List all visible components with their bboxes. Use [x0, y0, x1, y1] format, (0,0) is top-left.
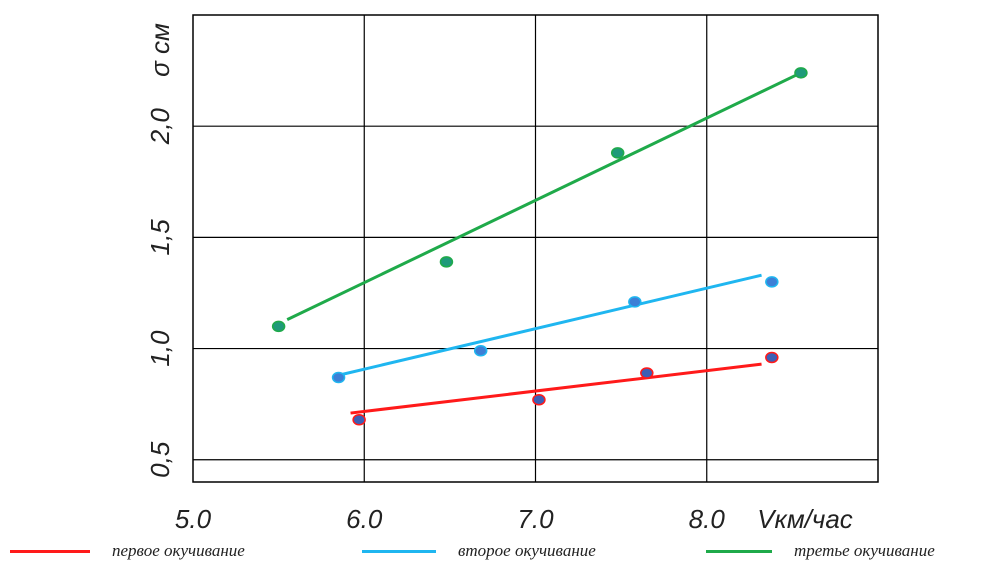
x-tick-label: 7.0	[517, 504, 554, 534]
chart-legend: первое окучивание второе окучивание трет…	[0, 536, 1008, 566]
y-tick-label: 1,5	[145, 219, 175, 256]
y-axis-label: σ см	[145, 23, 175, 77]
legend-swatch-first	[10, 549, 90, 553]
legend-swatch-third	[706, 549, 772, 553]
y-tick-label: 1,0	[145, 330, 175, 367]
plot-grid	[193, 15, 878, 482]
trend-line-2	[338, 273, 762, 377]
legend-label-third: третье окучивание	[794, 541, 935, 560]
legend-item-second: второе окучивание	[362, 536, 596, 566]
trend-line-3	[286, 71, 802, 322]
legend-swatch-second	[362, 549, 436, 553]
data-point-3	[794, 67, 808, 79]
legend-item-first: первое окучивание	[10, 536, 245, 566]
x-axis-label: Vкм/час	[757, 504, 853, 534]
legend-item-third: третье окучивание	[706, 536, 935, 566]
data-point-1	[640, 367, 654, 379]
plot-frame	[192, 14, 879, 483]
data-point-3	[271, 320, 286, 333]
data-point-1	[352, 413, 366, 426]
x-tick-label: 6.0	[346, 504, 383, 534]
data-point-2	[628, 296, 642, 308]
y-tick-label: 2,0	[145, 108, 175, 146]
x-tick-label: 5.0	[175, 504, 212, 534]
data-point-3	[610, 147, 625, 159]
data-point-1	[532, 393, 546, 406]
x-tick-label: 8.0	[689, 504, 726, 534]
data-point-1	[765, 351, 779, 364]
y-axis-ticks: 0,5 1,0 1,5 2,0	[145, 108, 175, 478]
x-axis-ticks: 5.0 6.0 7.0 8.0	[175, 504, 725, 534]
legend-label-second: второе окучивание	[458, 541, 596, 560]
chart-canvas: 0,5 1,0 1,5 2,0 5.0 6.0 7.0 8.0 σ см Vкм/час	[145, 14, 879, 534]
data-point-2	[473, 345, 488, 357]
data-point-2	[765, 276, 779, 288]
trend-lines	[286, 71, 802, 415]
data-points	[271, 67, 808, 426]
data-point-3	[439, 256, 454, 268]
trend-line-1	[350, 362, 762, 415]
data-point-2	[331, 371, 346, 384]
y-tick-label: 0,5	[145, 441, 175, 478]
legend-label-first: первое окучивание	[112, 541, 245, 560]
